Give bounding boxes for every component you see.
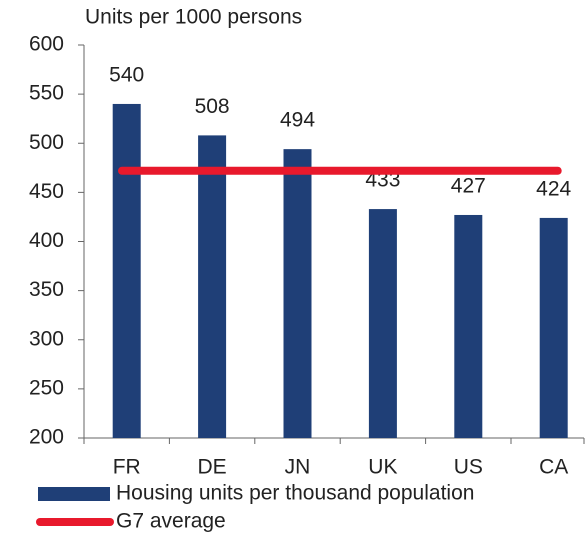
x-tick-label: US <box>454 456 483 479</box>
y-tick-label: 350 <box>29 278 64 301</box>
y-tick-label: 600 <box>29 33 64 56</box>
legend-label: G7 average <box>116 510 226 533</box>
y-tick-label: 200 <box>29 426 64 449</box>
data-label: 424 <box>536 177 571 200</box>
bar <box>283 149 312 438</box>
x-tick-label: JN <box>285 456 311 479</box>
legend-label: Housing units per thousand population <box>116 482 474 505</box>
y-tick-label: 250 <box>29 376 64 399</box>
bar <box>454 214 483 438</box>
x-tick-label: FR <box>113 456 141 479</box>
x-tick-label: UK <box>368 456 397 479</box>
data-label: 540 <box>109 63 144 86</box>
chart-title: Units per 1000 persons <box>85 6 302 29</box>
x-tick-label: CA <box>539 456 568 479</box>
data-label: 508 <box>195 95 230 118</box>
bar <box>539 217 568 438</box>
bar <box>198 135 227 438</box>
legend-swatch <box>38 487 110 501</box>
y-tick-label: 550 <box>29 82 64 105</box>
bar <box>368 209 397 438</box>
y-tick-label: 400 <box>29 229 64 252</box>
bar <box>112 103 141 438</box>
data-label: 494 <box>280 109 315 132</box>
x-tick-label: DE <box>198 456 227 479</box>
y-tick-label: 500 <box>29 131 64 154</box>
y-tick-label: 450 <box>29 180 64 203</box>
y-tick-label: 300 <box>29 327 64 350</box>
data-label: 427 <box>451 175 486 198</box>
